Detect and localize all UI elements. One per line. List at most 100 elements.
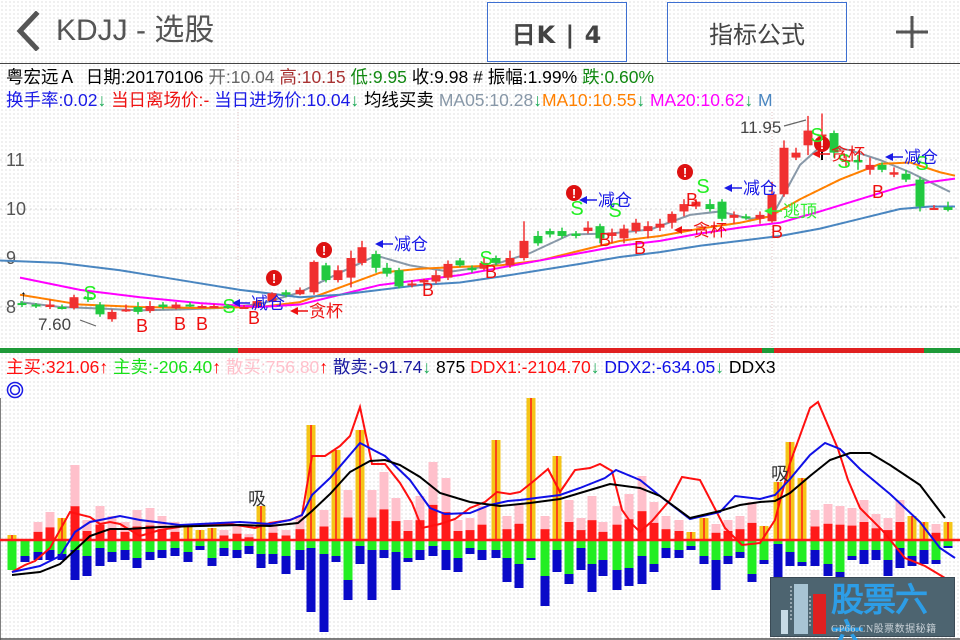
candle bbox=[209, 306, 219, 309]
candle bbox=[865, 164, 875, 170]
buy-volume-bar bbox=[931, 524, 941, 540]
main-sell-bar bbox=[107, 540, 117, 552]
retail-sell-bar bbox=[514, 564, 524, 588]
y-axis-label: 8 bbox=[6, 297, 16, 317]
candle bbox=[309, 261, 319, 293]
retail-sell-bar bbox=[107, 552, 117, 562]
alert-icon[interactable]: ! bbox=[677, 164, 693, 180]
retail-sell-bar bbox=[415, 550, 425, 560]
candle bbox=[571, 233, 581, 236]
main-sell-bar bbox=[674, 540, 684, 550]
low-value: 9.95 bbox=[372, 67, 407, 87]
buy-volume-bar bbox=[33, 522, 43, 540]
candle bbox=[95, 304, 105, 315]
ma-line-ma60 bbox=[0, 205, 955, 299]
sell-signal-mark: S bbox=[837, 151, 850, 173]
main-sell-bar bbox=[132, 540, 142, 558]
buy-volume-bar bbox=[576, 518, 586, 540]
plus-icon[interactable] bbox=[892, 12, 932, 52]
buy-volume-bar bbox=[674, 520, 684, 540]
candle bbox=[519, 240, 529, 258]
buy-volume-bar bbox=[847, 508, 857, 540]
candle bbox=[643, 226, 653, 232]
signal-greed-label: 贪杯 bbox=[812, 145, 865, 164]
buy-volume-bar bbox=[859, 500, 869, 540]
retail-sell-bar bbox=[919, 550, 929, 564]
main-sell-bar bbox=[207, 540, 217, 558]
buy-signal-mark: B bbox=[686, 190, 698, 210]
arrow-down-icon: ↓ bbox=[744, 90, 754, 110]
main-sell-bar bbox=[871, 540, 881, 550]
retail-sell-bar bbox=[45, 550, 55, 560]
alert-icon[interactable]: ! bbox=[566, 185, 582, 201]
ddx-indicator-chart[interactable]: 吸吸 bbox=[0, 398, 960, 640]
logo-url: GP66.CN股票数据秘籍 bbox=[831, 624, 937, 635]
main-sell-bar bbox=[20, 540, 30, 556]
alert-icon[interactable]: ! bbox=[316, 242, 332, 258]
sell-signal-mark: S bbox=[570, 198, 583, 220]
main-sell-bar bbox=[747, 540, 757, 574]
candle bbox=[705, 204, 715, 209]
buy-volume-bar bbox=[268, 524, 278, 540]
signal-reduce-label: 减仓 bbox=[232, 294, 285, 313]
watermark-logo[interactable]: 股票六六 GP66.CN股票数据秘籍 bbox=[770, 577, 955, 640]
indicator-formula-button[interactable]: 指标公式 bbox=[667, 2, 847, 62]
retail-sell-bar bbox=[379, 550, 389, 558]
candle bbox=[133, 307, 143, 312]
svg-text:!: ! bbox=[820, 137, 824, 152]
candle bbox=[829, 133, 839, 153]
retail-sell-bar bbox=[576, 548, 586, 570]
entry-price-value: 10.04 bbox=[306, 90, 351, 110]
period-button[interactable]: 日K | 4 bbox=[487, 2, 627, 62]
hash-mark: # bbox=[473, 67, 483, 87]
main-sell-bar bbox=[859, 540, 869, 550]
buy-signal-mark: B bbox=[634, 238, 646, 258]
retail-sell-bar bbox=[711, 560, 721, 590]
main-sell-bar bbox=[612, 540, 622, 570]
retail-sell-bar bbox=[871, 550, 881, 560]
retail-sell-bar bbox=[883, 560, 893, 576]
sell-signal-mark: S bbox=[810, 125, 823, 147]
main-sell-bar bbox=[319, 540, 329, 554]
retail-sell-label: 散卖: bbox=[332, 357, 373, 377]
main-sell-bar bbox=[391, 540, 401, 552]
retail-sell-bar bbox=[686, 546, 696, 550]
signal-greed-label: 贪杯 bbox=[290, 302, 343, 321]
sell-signal-mark: S bbox=[83, 283, 96, 305]
back-button[interactable] bbox=[14, 8, 42, 54]
strategy-name: 均线买卖 bbox=[363, 90, 434, 110]
ddx1-value: -2104.70 bbox=[521, 357, 591, 377]
buy-signal-mark: B bbox=[872, 182, 884, 202]
exit-price-value: - bbox=[203, 90, 210, 110]
main-sell-bar bbox=[477, 540, 487, 550]
retail-sell-bar bbox=[319, 554, 329, 632]
candle bbox=[333, 270, 343, 281]
open-value: 10.04 bbox=[230, 67, 275, 87]
alert-icon[interactable]: ! bbox=[814, 136, 830, 152]
settings-circle-icon[interactable] bbox=[6, 381, 24, 399]
retail-sell-bar bbox=[477, 550, 487, 560]
main-sell-bar bbox=[45, 540, 55, 550]
retail-sell-bar bbox=[367, 550, 377, 600]
candle bbox=[691, 201, 701, 207]
candle bbox=[841, 160, 851, 162]
candle bbox=[817, 134, 827, 137]
buy-volume-bar bbox=[514, 504, 524, 540]
retail-sell-bar bbox=[268, 554, 278, 564]
alert-icon[interactable]: ! bbox=[266, 270, 282, 286]
candle bbox=[321, 265, 331, 281]
ma10-value: 10.55 bbox=[592, 90, 637, 110]
absorb-label: 吸 bbox=[771, 464, 789, 484]
buy-volume-bar bbox=[587, 496, 597, 540]
main-sell-bar bbox=[219, 540, 229, 548]
buy-volume-bar bbox=[170, 522, 180, 540]
main-sell-bar bbox=[907, 540, 917, 556]
main-sell-bar bbox=[403, 540, 413, 558]
main-sell-bar bbox=[895, 540, 905, 548]
main-sell-bar bbox=[70, 540, 80, 550]
retail-sell-bar bbox=[331, 556, 341, 562]
stock-name: 粤宏远Ａ bbox=[6, 67, 76, 87]
main-sell-bar bbox=[453, 540, 463, 558]
buy-volume-bar bbox=[637, 476, 647, 540]
